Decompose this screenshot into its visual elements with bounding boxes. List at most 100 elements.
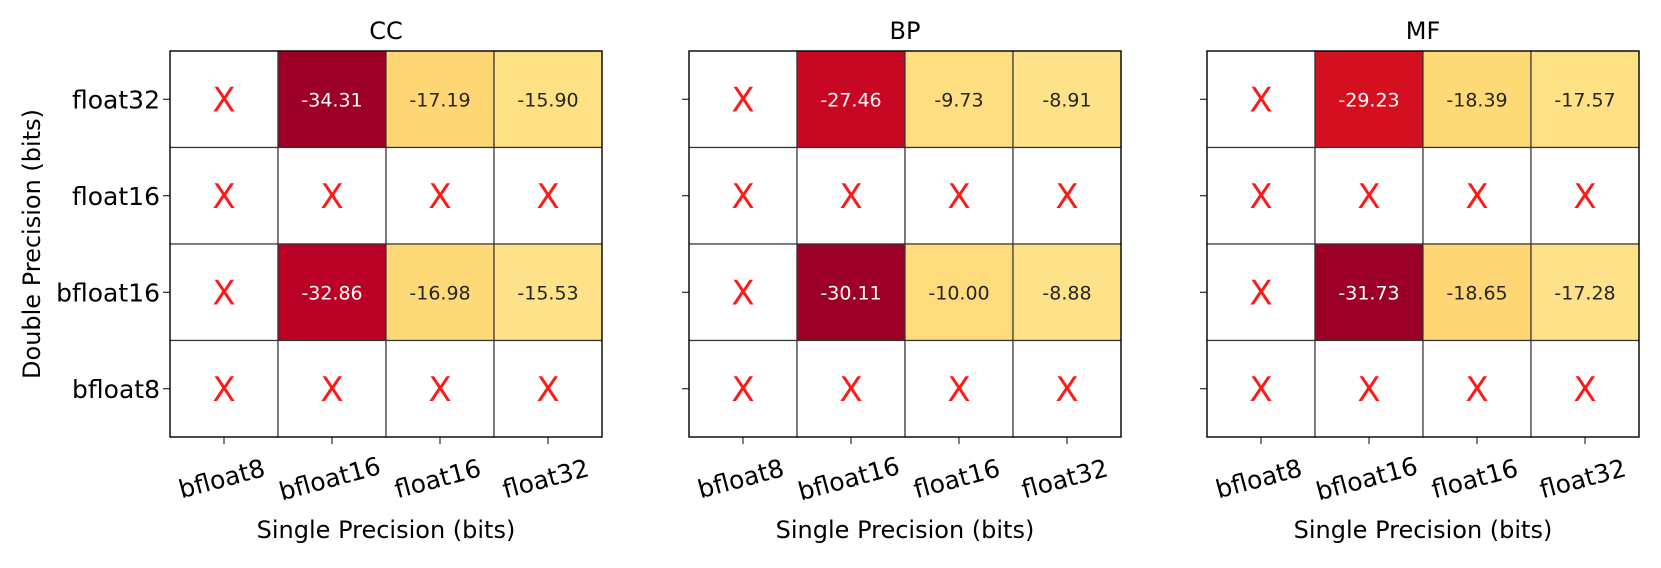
x-tick-label: bfloat16	[795, 451, 903, 506]
heatmap-cell	[904, 50, 1014, 149]
heatmap-cell	[904, 243, 1014, 342]
cell-value-label: -8.88	[1042, 282, 1091, 304]
heatmap-cell	[1314, 146, 1424, 245]
missing-value-marker: X	[731, 273, 754, 313]
heatmap-cell	[277, 243, 387, 342]
y-tick-label: bfloat8	[72, 375, 160, 404]
heatmap-panel-cc: X -34.31 -17.19 -15.90 X X X X X -32.86 -16.98 -15.…	[18, 17, 603, 544]
missing-value-marker: X	[731, 80, 754, 120]
cell-value-label: -30.11	[820, 282, 881, 304]
x-tick-label: float16	[392, 453, 484, 504]
cell-value-label: -16.98	[409, 282, 470, 304]
missing-value-marker: X	[212, 370, 235, 410]
cell-value-label: -17.57	[1554, 89, 1615, 111]
cell-value-label: -29.23	[1338, 89, 1399, 111]
cell-value-label: -27.46	[820, 89, 881, 111]
cell-value-label: -18.65	[1446, 282, 1507, 304]
missing-value-marker: X	[1249, 370, 1272, 410]
heatmap-cell	[688, 146, 798, 245]
missing-value-marker: X	[428, 177, 451, 217]
heatmap-cell	[904, 146, 1014, 245]
missing-value-marker: X	[947, 370, 970, 410]
missing-value-marker: X	[536, 370, 559, 410]
missing-value-marker: X	[1249, 177, 1272, 217]
x-axis-label: Single Precision (bits)	[776, 516, 1035, 544]
cell-value-label: -8.91	[1042, 89, 1091, 111]
missing-value-marker: X	[320, 177, 343, 217]
x-axis-label: Single Precision (bits)	[1294, 516, 1553, 544]
x-tick-label: float16	[1429, 453, 1521, 504]
x-tick-label: bfloat16	[1313, 451, 1421, 506]
missing-value-marker: X	[1249, 80, 1272, 120]
y-tick-label: bfloat16	[56, 278, 160, 307]
x-tick-label: float32	[1019, 453, 1111, 504]
missing-value-marker: X	[212, 177, 235, 217]
heatmap-cell	[688, 243, 798, 342]
missing-value-marker: X	[1357, 370, 1380, 410]
missing-value-marker: X	[1055, 370, 1078, 410]
heatmap-panel-bp: X -27.46 -9.73 -8.91 X X X X X -30.11 -10.00 -8.88 X…	[682, 17, 1122, 544]
missing-value-marker: X	[320, 370, 343, 410]
missing-value-marker: X	[947, 177, 970, 217]
heatmap-cell	[688, 50, 798, 149]
heatmap-cell	[1314, 339, 1424, 438]
plot-frame	[169, 50, 603, 438]
cell-value-label: -17.28	[1554, 282, 1615, 304]
heatmap-cell	[493, 339, 603, 438]
missing-value-marker: X	[212, 80, 235, 120]
heatmap-cell	[1012, 146, 1122, 245]
missing-value-marker: X	[731, 177, 754, 217]
plot-frame	[1206, 50, 1640, 438]
panel-title: CC	[369, 17, 403, 45]
x-tick-label: bfloat8	[1213, 453, 1305, 504]
missing-value-marker: X	[1465, 370, 1488, 410]
y-axis-label: Double Precision (bits)	[18, 109, 46, 379]
x-tick-label: float32	[1537, 453, 1629, 504]
heatmap-cell	[169, 146, 279, 245]
x-axis-label: Single Precision (bits)	[257, 516, 516, 544]
cell-value-label: -18.39	[1446, 89, 1507, 111]
heatmap-cell	[1530, 243, 1640, 342]
heatmap-cell	[277, 339, 387, 438]
panel-title: MF	[1406, 17, 1441, 45]
missing-value-marker: X	[731, 370, 754, 410]
heatmap-cell	[1314, 50, 1424, 149]
x-tick-label: float32	[500, 453, 592, 504]
heatmap-cell	[796, 243, 906, 342]
heatmap-cell	[1314, 243, 1424, 342]
x-tick-label: bfloat8	[176, 453, 268, 504]
heatmap-cell	[169, 339, 279, 438]
y-tick-label: float16	[72, 182, 160, 211]
heatmap-cell	[169, 50, 279, 149]
heatmap-cell	[493, 243, 603, 342]
missing-value-marker: X	[1573, 177, 1596, 217]
cell-value-label: -31.73	[1338, 282, 1399, 304]
cell-value-label: -9.73	[934, 89, 983, 111]
cell-value-label: -10.00	[928, 282, 989, 304]
cell-value-label: -17.19	[409, 89, 470, 111]
cell-value-label: -15.90	[517, 89, 578, 111]
missing-value-marker: X	[839, 370, 862, 410]
missing-value-marker: X	[536, 177, 559, 217]
cell-value-label: -32.86	[301, 282, 362, 304]
x-tick-label: bfloat16	[276, 451, 384, 506]
missing-value-marker: X	[839, 177, 862, 217]
heatmap-cell	[277, 146, 387, 245]
missing-value-marker: X	[1465, 177, 1488, 217]
heatmap-cell	[493, 50, 603, 149]
panel-title: BP	[890, 17, 921, 45]
heatmap-cell	[277, 50, 387, 149]
missing-value-marker: X	[1055, 177, 1078, 217]
heatmap-cell	[1422, 50, 1532, 149]
x-tick-label: float16	[911, 453, 1003, 504]
plot-frame	[688, 50, 1122, 438]
missing-value-marker: X	[428, 370, 451, 410]
heatmap-cell	[493, 146, 603, 245]
missing-value-marker: X	[212, 273, 235, 313]
missing-value-marker: X	[1573, 370, 1596, 410]
cell-value-label: -15.53	[517, 282, 578, 304]
heatmap-cell	[1012, 243, 1122, 342]
x-tick-label: bfloat8	[695, 453, 787, 504]
missing-value-marker: X	[1357, 177, 1380, 217]
